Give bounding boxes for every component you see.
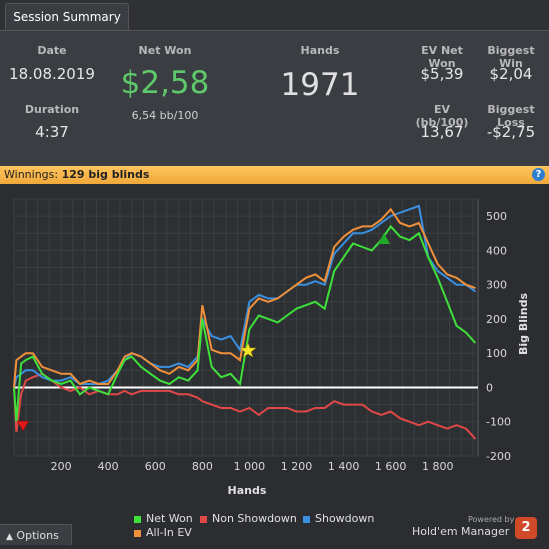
biggest-loss-value: -$2,75 xyxy=(486,123,536,141)
tab-session-summary[interactable]: Session Summary xyxy=(5,3,129,30)
ev-bb-label: EV (bb/100) xyxy=(415,103,469,129)
y-tick-label: -200 xyxy=(486,450,511,463)
x-tick-label: 1 800 xyxy=(422,460,454,473)
x-axis-ticks: 200 400 600 800 1 000 1 200 1 400 1 600 1 800 xyxy=(51,460,454,473)
duration-label: Duration xyxy=(24,103,80,116)
duration-value: 4:37 xyxy=(35,123,69,141)
winnings-value: 129 big blinds xyxy=(61,168,150,181)
legend-all-in-ev-label: All-In EV xyxy=(146,526,192,539)
non-showdown-swatch xyxy=(200,515,207,523)
date-label: Date xyxy=(37,44,67,57)
y-tick-label: 100 xyxy=(486,347,507,360)
net-won-bb-value: 6,54 bb/100 xyxy=(131,109,199,122)
biggest-win-label: Biggest Win xyxy=(487,44,535,70)
x-tick-label: 800 xyxy=(192,460,213,473)
x-axis-label: Hands xyxy=(228,484,267,497)
x-tick-label: 200 xyxy=(51,460,72,473)
ev-net-won-value: $5,39 xyxy=(420,65,464,83)
tab-bar: Session Summary xyxy=(0,0,549,30)
y-tick-label: 300 xyxy=(486,279,507,292)
winnings-chart: 200 400 600 800 1 000 1 200 1 400 1 600 1 800 -2… xyxy=(0,184,549,545)
session-summary-panel: Date 18.08.2019 Duration 4:37 Net Won $2… xyxy=(0,30,549,167)
y-axis-label: Big Blinds xyxy=(517,293,530,355)
net-won-line xyxy=(13,224,477,422)
low-point-marker-icon xyxy=(16,420,30,432)
net-won-label: Net Won xyxy=(138,44,192,57)
y-tick-label: 500 xyxy=(486,210,507,223)
y-tick-label: 0 xyxy=(486,381,493,394)
options-label: Options xyxy=(16,529,59,542)
star-marker-icon xyxy=(239,342,257,358)
high-point-marker-icon xyxy=(378,233,390,244)
legend-item-all-in-ev: All-In EV xyxy=(134,526,192,539)
x-tick-label: 1 200 xyxy=(281,460,313,473)
net-won-swatch xyxy=(134,515,141,523)
hands-label: Hands xyxy=(300,44,340,57)
x-tick-label: 1 400 xyxy=(328,460,360,473)
date-value: 18.08.2019 xyxy=(9,65,95,83)
x-tick-label: 1 000 xyxy=(234,460,266,473)
hands-value: 1971 xyxy=(280,67,360,103)
x-tick-label: 600 xyxy=(145,460,166,473)
winnings-banner: Winnings: 129 big blinds ? xyxy=(0,166,549,184)
legend-item-non-showdown: Non Showdown xyxy=(200,512,297,525)
all-in-ev-line xyxy=(13,207,476,388)
legend-showdown-label: Showdown xyxy=(315,512,375,525)
legend-net-won-label: Net Won xyxy=(146,512,193,525)
y-tick-label: -100 xyxy=(486,416,511,429)
x-tick-label: 1 600 xyxy=(375,460,407,473)
series-lines xyxy=(13,204,477,440)
y-tick-label: 200 xyxy=(486,313,507,326)
triangle-up-icon: ▲ xyxy=(6,532,13,542)
all-in-ev-swatch xyxy=(134,529,141,537)
x-tick-label: 400 xyxy=(98,460,119,473)
legend-item-net-won: Net Won xyxy=(134,512,193,525)
grid xyxy=(13,198,478,457)
net-won-value: $2,58 xyxy=(120,65,210,101)
holdem-manager-logo-icon: 2 xyxy=(515,517,537,539)
biggest-win-value: $2,04 xyxy=(489,65,533,83)
ev-net-won-label: EV Net Won xyxy=(421,44,463,70)
y-tick-label: 400 xyxy=(486,244,507,257)
legend-item-showdown: Showdown xyxy=(303,512,374,525)
biggest-loss-label: Biggest Loss xyxy=(487,103,535,129)
powered-by-label: Powered by xyxy=(468,515,515,524)
legend-non-showdown-label: Non Showdown xyxy=(212,512,297,525)
brand-label: Hold'em Manager xyxy=(412,525,510,538)
winnings-chart-svg: 200 400 600 800 1 000 1 200 1 400 1 600 1 800 -2… xyxy=(13,198,530,497)
winnings-label: Winnings: xyxy=(4,168,59,181)
showdown-swatch xyxy=(303,515,310,523)
ev-bb-value: 13,67 xyxy=(420,123,464,141)
y-axis-ticks: -200 -100 0 100 200 300 400 500 xyxy=(486,210,511,463)
help-icon[interactable]: ? xyxy=(532,168,545,181)
options-button[interactable]: ▲ Options xyxy=(0,524,72,545)
